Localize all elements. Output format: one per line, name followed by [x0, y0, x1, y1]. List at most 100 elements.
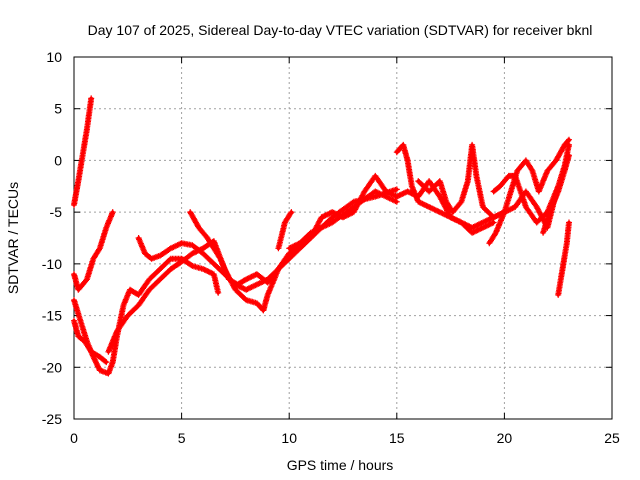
data-point [111, 360, 115, 364]
series-group [71, 95, 572, 377]
data-point [535, 221, 539, 224]
data-point [459, 200, 463, 204]
series-arc-15 [555, 219, 572, 298]
data-point [416, 179, 420, 183]
data-point [373, 174, 377, 178]
data-point [111, 210, 115, 214]
data-point [205, 236, 209, 240]
data-point [320, 215, 323, 219]
data-point [513, 205, 517, 209]
data-point [128, 288, 132, 292]
data-point [212, 262, 216, 266]
data-point [169, 246, 173, 250]
y-tick-label: 5 [54, 101, 62, 117]
data-point [85, 127, 89, 131]
data-point [72, 298, 76, 302]
data-point [115, 329, 119, 333]
data-point [143, 252, 147, 255]
data-point [554, 158, 558, 162]
data-point [395, 195, 399, 199]
data-point [567, 143, 571, 147]
data-point [147, 288, 151, 292]
data-point [565, 241, 569, 245]
data-point [556, 293, 560, 297]
data-point [104, 360, 108, 364]
x-tick-label: 5 [178, 430, 186, 446]
data-point [255, 283, 259, 286]
data-point [481, 226, 485, 230]
data-point [330, 210, 334, 214]
data-point [352, 200, 356, 204]
plot-frame [73, 56, 613, 420]
data-point [180, 260, 184, 264]
data-point [106, 372, 110, 375]
data-point [244, 277, 248, 281]
y-tick-labels: -25 -20 -15 -10 -5 0 5 10 [42, 49, 62, 427]
series-arc-14 [540, 152, 572, 236]
data-point [487, 241, 491, 245]
series-arc-1 [71, 95, 95, 208]
data-point [567, 153, 571, 157]
chart-title: Day 107 of 2025, Sidereal Day-to-day VTE… [88, 22, 593, 38]
data-point [158, 254, 162, 258]
data-point [427, 190, 431, 193]
data-point [444, 200, 448, 204]
data-point [150, 257, 153, 261]
data-point [201, 267, 205, 271]
data-point [137, 236, 141, 240]
data-point [481, 221, 485, 224]
data-point [502, 210, 506, 214]
data-point [561, 267, 564, 271]
data-point [212, 239, 216, 243]
series-arc-10 [393, 141, 497, 236]
data-point [341, 215, 345, 219]
series-arc-7 [187, 209, 293, 288]
data-point [98, 355, 102, 359]
data-point [498, 184, 502, 188]
series-arc-9 [286, 172, 508, 252]
data-point [541, 231, 545, 235]
data-point [158, 267, 162, 271]
data-point [180, 241, 184, 245]
data-point [197, 226, 201, 230]
y-tick-label: 10 [46, 49, 62, 65]
data-point [492, 221, 496, 224]
data-point [266, 281, 270, 284]
data-point [406, 158, 410, 162]
axis-ticks [73, 56, 613, 420]
data-point [298, 246, 302, 250]
data-point [330, 215, 334, 219]
data-point [91, 257, 95, 261]
data-point [515, 169, 519, 173]
data-point [212, 272, 216, 276]
data-point [427, 179, 431, 183]
series-arc-2 [71, 209, 116, 293]
data-point [481, 205, 485, 209]
data-point [459, 221, 463, 224]
data-point [466, 179, 470, 183]
x-tick-label: 25 [604, 430, 620, 446]
data-point [76, 288, 80, 292]
data-point [72, 272, 76, 276]
data-point [266, 293, 270, 297]
data-point [276, 246, 280, 250]
data-point [416, 200, 420, 204]
data-point [276, 267, 280, 271]
x-tick-labels: 0 5 10 15 20 25 [70, 430, 620, 446]
y-axis-label: SDTVAR / TECUs [5, 182, 21, 294]
data-point [169, 257, 173, 261]
data-point [449, 215, 453, 219]
y-tick-label: -25 [42, 411, 62, 427]
data-point [427, 205, 431, 209]
data-point [89, 350, 93, 354]
data-point [384, 190, 388, 193]
data-point [201, 246, 205, 250]
data-point [255, 272, 259, 276]
series-arc-4 [71, 317, 110, 366]
data-point [535, 205, 539, 209]
data-point [188, 210, 192, 214]
data-point [147, 277, 151, 281]
data-point [158, 277, 162, 281]
data-point [438, 179, 442, 183]
